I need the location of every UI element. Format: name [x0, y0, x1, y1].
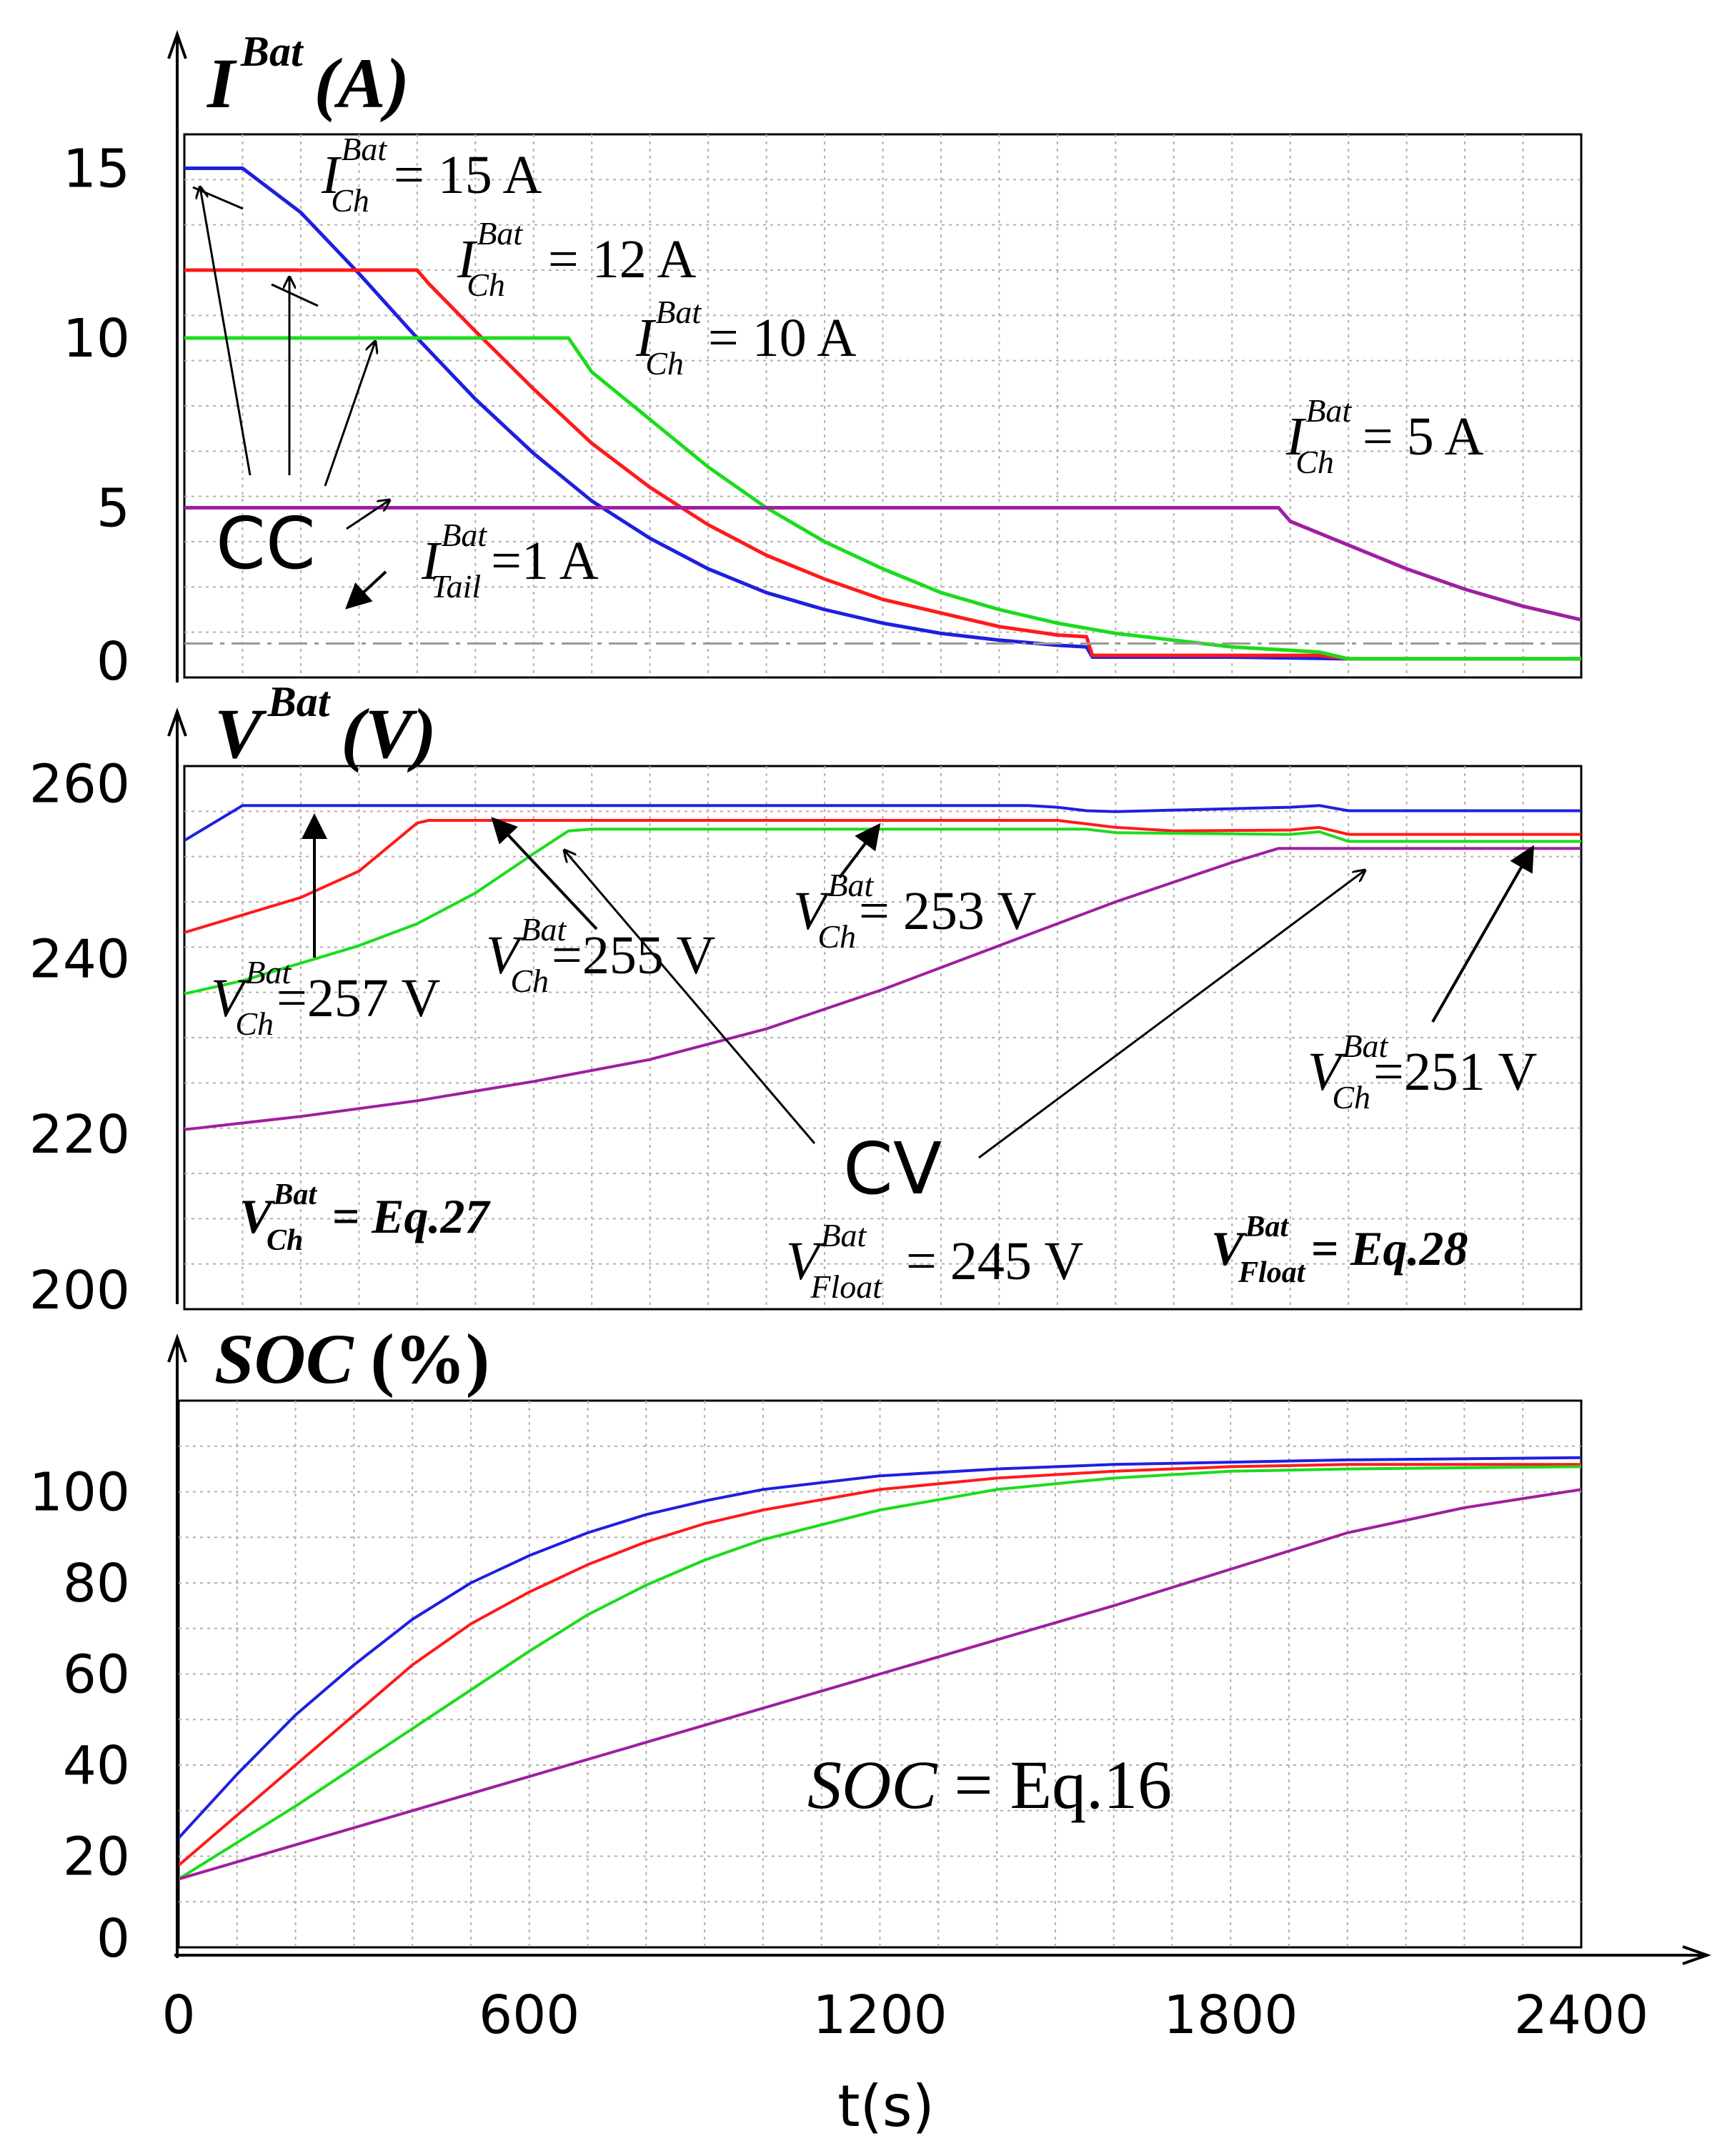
- soc-y-ticks: 0 20 40 60 80 100: [29, 1462, 130, 1970]
- cc-arrow-15: [200, 187, 252, 476]
- cv-arrow-253: [838, 823, 881, 879]
- voltage-ylabel: V Bat (V): [214, 678, 437, 773]
- y-tick-label: 40: [63, 1735, 130, 1797]
- ann-ich-5: IBat Ch = 5 A: [1285, 392, 1484, 480]
- ann-ich-15: IBat Ch = 15 A: [321, 131, 542, 219]
- voltage-grid: [184, 766, 1581, 1309]
- voltage-y-axis-arrow: [167, 707, 187, 737]
- soc-panel: 0 20 40 60 80 100 0 600 1200 1800 2400 SOC (%) SOC…: [29, 1319, 1712, 2140]
- ann-vch-251: VBat Ch=251 V: [1308, 1028, 1538, 1116]
- current-series: [184, 167, 1582, 661]
- series-line: [177, 1465, 1582, 1881]
- series-line: [184, 336, 1581, 661]
- ann-vfloat-245: VBat Float = 245 V: [786, 1217, 1083, 1305]
- ann-ich-10: IBat Ch = 10 A: [635, 294, 857, 382]
- cv-arrow-green: [564, 850, 816, 1144]
- ann-soc-eq16: SOC = Eq.16: [807, 1747, 1172, 1823]
- series-line: [178, 1488, 1582, 1881]
- ann-vch-255: VBat Ch=255 V: [486, 911, 716, 999]
- y-tick-label: 260: [29, 754, 130, 815]
- current-grid: [184, 134, 1581, 677]
- cv-arrow-purple: [978, 870, 1365, 1159]
- series-line: [184, 268, 1581, 661]
- current-panel: 0 5 10 15 I Bat (A) IBat Ch = 15 A IBat Ch = 12 A…: [63, 28, 1583, 693]
- voltage-panel: 200 220 240 260 V Bat (V) VBat Ch=257 V VBat Ch…: [29, 678, 1583, 1321]
- series-line: [177, 1463, 1581, 1867]
- x-axis-arrow: [1682, 1945, 1712, 1965]
- x-tick-label: 600: [479, 1984, 579, 2046]
- y-tick-label: 240: [29, 929, 130, 990]
- ann-itail: IBat Tail =1 A: [421, 517, 599, 605]
- cc-label: CC: [216, 502, 316, 585]
- series-line: [184, 828, 1581, 995]
- ann-vch-257: VBat Ch=257 V: [211, 954, 441, 1042]
- series-line: [184, 819, 1581, 934]
- y-tick-label: 220: [29, 1104, 130, 1166]
- cv-label: CV: [843, 1127, 942, 1211]
- soc-ylabel: SOC (%): [214, 1319, 489, 1399]
- soc-y-axis-arrow: [167, 1333, 187, 1363]
- y-tick-label: 15: [63, 139, 130, 200]
- ann-vch-253: VBat Ch= 253 V: [793, 867, 1037, 955]
- x-axis-label: t(s): [837, 2073, 934, 2140]
- ich15-bracket: [192, 186, 244, 210]
- x-tick-label: 2400: [1514, 1984, 1648, 2046]
- ann-vch-eq27: VBat Ch = Eq.27: [239, 1178, 492, 1257]
- cv-arrow-251: [1431, 845, 1534, 1023]
- y-tick-label: 60: [63, 1644, 130, 1706]
- series-line: [184, 847, 1581, 1131]
- current-y-ticks: 0 5 10 15: [63, 139, 130, 693]
- cc-arrow-10: [324, 342, 375, 487]
- y-tick-label: 5: [96, 478, 130, 540]
- series-line: [177, 1456, 1582, 1839]
- x-tick-label: 1800: [1163, 1984, 1298, 2046]
- series-line: [184, 506, 1582, 622]
- ich12-bracket: [271, 283, 319, 307]
- current-ylabel: I Bat (A): [206, 28, 409, 123]
- cc-arrow-5: [346, 500, 389, 530]
- cc-arrow-tail: [345, 570, 387, 610]
- ann-vfloat-eq28: VBat Float = Eq.28: [1211, 1211, 1468, 1289]
- soc-series: [177, 1456, 1582, 1881]
- y-tick-label: 0: [96, 631, 130, 692]
- y-tick-label: 200: [29, 1260, 130, 1321]
- y-tick-label: 100: [29, 1462, 130, 1524]
- cv-arrow-255: [491, 817, 598, 930]
- current-y-axis-arrow: [167, 29, 187, 59]
- y-tick-label: 80: [63, 1553, 130, 1614]
- x-tick-label: 1200: [812, 1984, 947, 2046]
- x-tick-label: 0: [161, 1984, 195, 2046]
- y-tick-label: 10: [63, 308, 130, 369]
- y-tick-label: 20: [63, 1827, 130, 1888]
- voltage-series: [183, 804, 1581, 1131]
- x-ticks: 0 600 1200 1800 2400: [161, 1984, 1648, 2046]
- ann-ich-12: IBat Ch = 12 A: [457, 215, 697, 303]
- voltage-y-ticks: 200 220 240 260: [29, 754, 130, 1321]
- series-line: [183, 804, 1581, 842]
- y-tick-label: 0: [96, 1908, 130, 1969]
